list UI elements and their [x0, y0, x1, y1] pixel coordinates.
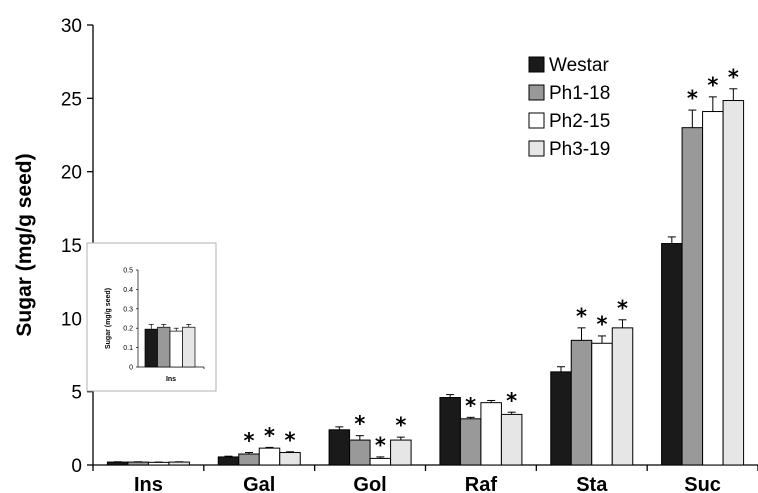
y-tick-label: 5 [71, 383, 82, 404]
bar-suc-westar [661, 243, 683, 466]
inset-y-tick-label: 0.3 [123, 306, 133, 313]
y-axis-label: Sugar (mg/g seed) [13, 153, 36, 336]
bar-gol-ph1-18 [349, 439, 371, 466]
bar-suc-ph1-18 [681, 127, 704, 466]
bar-raf-ph1-18 [459, 418, 482, 466]
inset-chart: 0 0.1 0.2 0.3 0.4 0.5 Ins Sugar (mg/g seed) [86, 242, 217, 392]
inset-bar-ph2-15 [169, 330, 183, 368]
legend-swatch-ph2-15 [528, 112, 545, 129]
y-tick-label: 10 [61, 309, 82, 330]
y-tick-label: 25 [61, 89, 82, 110]
significance-marker: * [506, 389, 517, 413]
bar-sta-ph2-15 [591, 342, 613, 466]
legend-swatch-westar [528, 56, 545, 73]
bar-sta-ph3-19 [611, 327, 634, 466]
inset-y-tick-label: 0.4 [123, 287, 133, 294]
significance-marker: * [354, 412, 365, 436]
significance-marker: * [375, 433, 386, 457]
inset-bar-westar [144, 328, 158, 368]
significance-marker: * [617, 296, 628, 320]
significance-marker: * [395, 414, 406, 438]
main-plot-area: 0 5 10 15 20 25 30 Ins * * * Gal * * * Gol * * Raf * * * Sta * *… [61, 16, 758, 493]
x-category-label: Ins [134, 474, 163, 493]
significance-marker: * [597, 312, 608, 336]
x-category-label: Gal [243, 474, 275, 493]
bar-ins-ph3-19 [168, 461, 190, 466]
bar-gal-ph3-19 [279, 452, 301, 466]
legend-label-ph3-19: Ph3-19 [549, 139, 610, 160]
y-tick-label: 30 [61, 16, 82, 37]
inset-x-axis-label: Ins [166, 376, 176, 383]
bar-gol-ph2-15 [369, 457, 392, 466]
bar-gal-ph2-15 [258, 447, 281, 466]
legend: Westar Ph1-18 Ph2-15 Ph3-19 [528, 55, 610, 160]
bar-gol-ph3-19 [390, 439, 412, 466]
x-category-label: Raf [465, 474, 498, 493]
bar-sta-westar [550, 371, 572, 466]
bar-gal-ph1-18 [238, 453, 260, 466]
y-tick-label: 20 [61, 163, 82, 184]
y-tick-label: 15 [61, 236, 82, 257]
bar-raf-ph2-15 [480, 402, 502, 466]
bar-ins-ph1-18 [127, 461, 149, 466]
bar-sta-ph1-18 [570, 339, 593, 466]
significance-marker: * [576, 304, 587, 328]
legend-label-ph1-18: Ph1-18 [549, 83, 610, 104]
significance-marker: * [465, 394, 476, 418]
significance-marker: * [687, 87, 698, 111]
inset-bar-ph3-19 [182, 326, 196, 368]
inset-y-tick-label: 0 [129, 365, 133, 372]
significance-marker: * [728, 65, 739, 89]
bar-suc-ph3-19 [722, 100, 745, 466]
bar-ins-westar [106, 461, 129, 466]
significance-marker: * [264, 424, 275, 448]
legend-label-westar: Westar [549, 55, 610, 76]
inset-y-tick-label: 0.5 [123, 268, 133, 275]
inset-y-tick-label: 0.1 [123, 345, 133, 352]
inset-y-axis-label: Sugar (mg/g seed) [105, 288, 112, 349]
bar-gal-westar [217, 456, 240, 466]
legend-swatch-ph1-18 [528, 84, 545, 101]
inset-bar-ph1-18 [157, 326, 171, 368]
bar-suc-ph2-15 [702, 111, 724, 466]
x-category-label: Suc [684, 474, 721, 493]
x-category-label: Sta [576, 474, 608, 493]
significance-marker: * [244, 429, 255, 453]
legend-label-ph2-15: Ph2-15 [549, 111, 610, 132]
bar-gol-westar [328, 429, 351, 466]
inset-y-tick-label: 0.2 [123, 326, 133, 333]
bar-raf-ph3-19 [500, 413, 523, 466]
bar-raf-westar [439, 397, 461, 466]
significance-marker: * [285, 428, 296, 452]
x-category-label: Gol [353, 474, 386, 493]
bar-ins-ph2-15 [147, 461, 170, 466]
significance-marker: * [707, 73, 718, 97]
legend-swatch-ph3-19 [528, 140, 545, 157]
y-tick-label: 0 [71, 456, 82, 477]
